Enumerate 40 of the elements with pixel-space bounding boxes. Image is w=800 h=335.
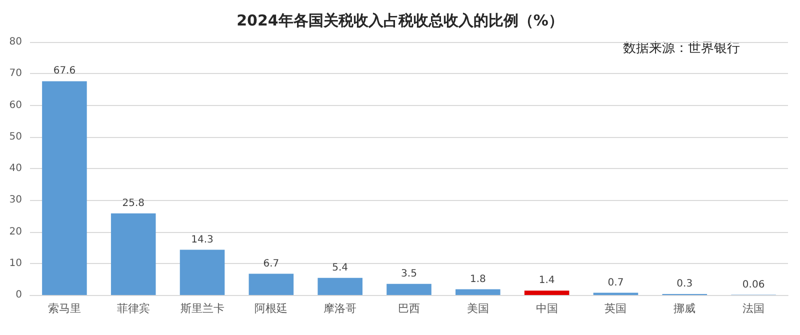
y-tick-label: 50	[9, 131, 22, 142]
y-tick-label: 40	[9, 163, 22, 174]
data-label: 3.5	[401, 268, 417, 280]
bar	[110, 213, 156, 295]
y-tick-label: 30	[9, 194, 22, 206]
x-tick-label: 法国	[742, 302, 765, 315]
data-label: 1.4	[538, 275, 555, 286]
data-label: 25.8	[122, 198, 144, 209]
y-tick-label: 80	[9, 36, 22, 48]
data-label: 67.6	[53, 66, 76, 77]
x-tick-label: 美国	[466, 302, 489, 315]
data-label: 6.7	[263, 258, 280, 270]
chart-title: 2024年各国关税收入占税收总收入的比例（%）	[236, 12, 564, 30]
data-label: 0.3	[676, 278, 693, 290]
bar	[318, 278, 362, 295]
x-tick-label: 英国	[604, 302, 627, 315]
x-tick-label: 菲律宾	[116, 302, 150, 315]
data-label: 1.8	[470, 274, 486, 285]
bar	[248, 274, 294, 295]
bar	[456, 289, 500, 295]
x-tick-label: 巴西	[398, 302, 420, 315]
x-tick-label: 阿根廷	[254, 302, 288, 315]
data-label: 14.3	[191, 234, 214, 246]
y-tick-label: 70	[9, 68, 22, 80]
x-tick-label: 中国	[536, 302, 558, 315]
x-tick-label: 索马里	[48, 302, 81, 315]
data-label: 0.06	[742, 279, 765, 290]
y-tick-label: 20	[9, 226, 22, 238]
x-tick-label: 摩洛哥	[324, 302, 357, 315]
data-label: 0.7	[608, 277, 624, 288]
x-tick-label: 斯里兰卡	[180, 302, 224, 315]
bar	[42, 81, 87, 295]
y-tick-label: 60	[9, 100, 22, 111]
data-label: 5.4	[332, 262, 348, 274]
y-tick-label: 10	[9, 258, 22, 269]
bar	[524, 290, 570, 295]
bar	[180, 250, 225, 295]
bar	[386, 284, 432, 295]
y-tick-label: 0	[16, 290, 22, 300]
x-tick-label: 挪威	[674, 302, 696, 315]
